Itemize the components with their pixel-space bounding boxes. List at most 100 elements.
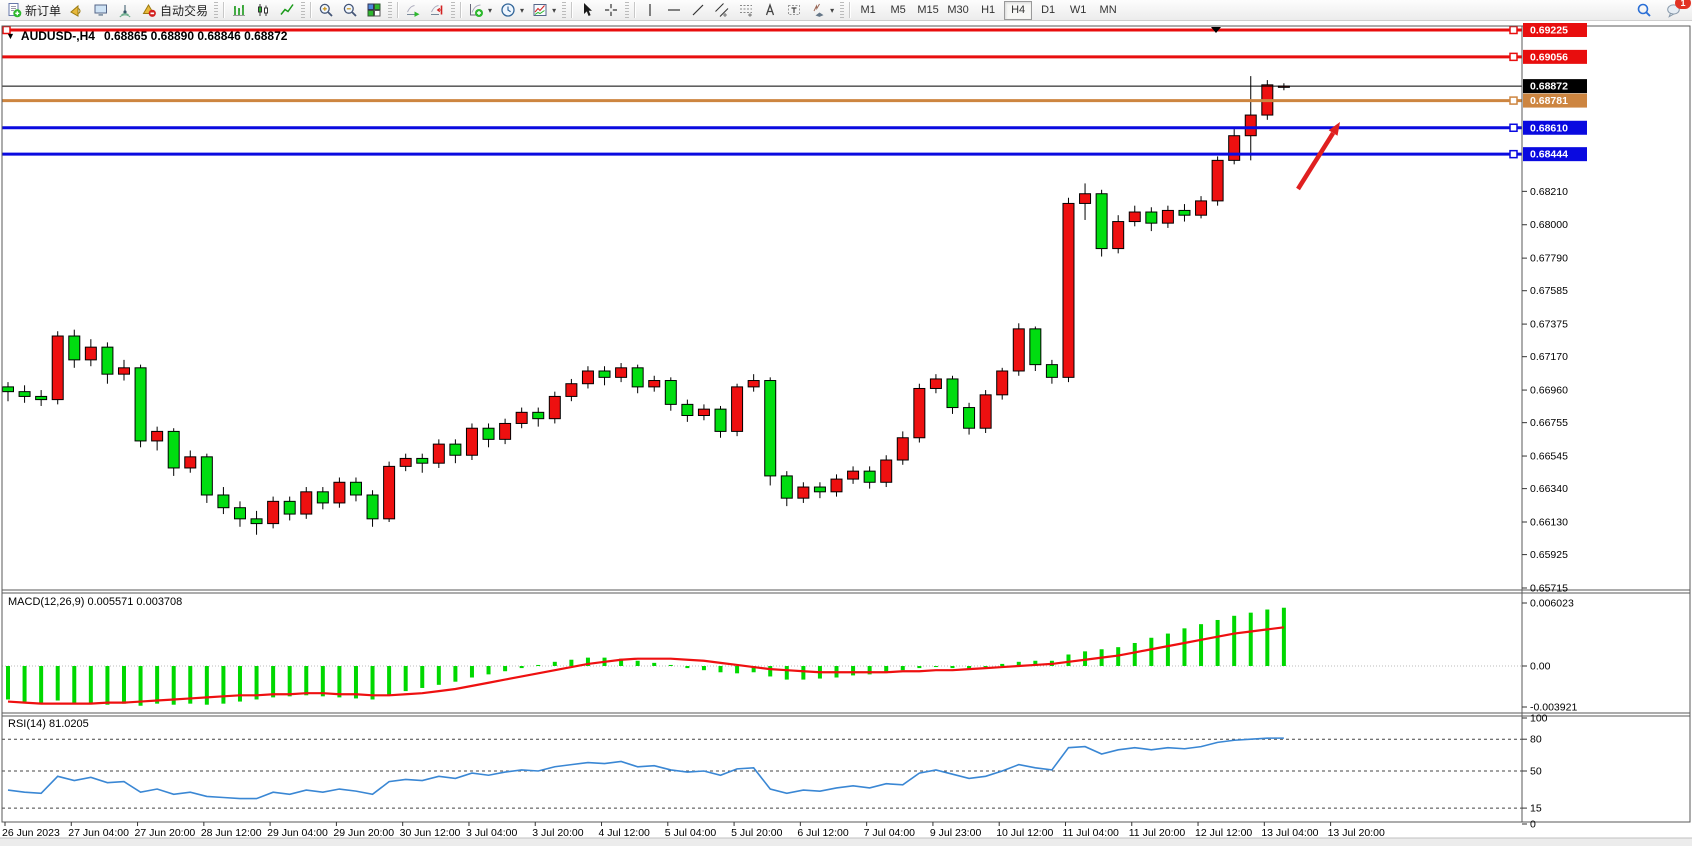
candle-body [1178, 209, 1191, 216]
timeframe-w1-button[interactable]: W1 [1069, 4, 1087, 16]
macd-histogram-bar [768, 666, 773, 677]
chart-shift-marker[interactable] [1211, 27, 1221, 33]
time-axis-label: 11 Jul 20:00 [1129, 827, 1186, 839]
macd-histogram-bar [271, 666, 276, 698]
text-label-button[interactable] [782, 0, 806, 21]
line-handle[interactable] [1509, 25, 1518, 35]
candle-body [863, 470, 876, 483]
macd-histogram-bar [204, 666, 209, 705]
candle-body [615, 367, 628, 378]
line-chart-mode-button[interactable] [275, 0, 299, 21]
dropdown-caret-icon[interactable]: ▾ [520, 5, 525, 15]
horizontal-line-button[interactable] [662, 0, 686, 21]
templates-button[interactable]: ▾ [528, 0, 560, 21]
toolbar-grip [214, 2, 219, 18]
terminal-button[interactable] [89, 0, 113, 21]
macd-histogram-bar [155, 666, 160, 704]
candle-body [1161, 209, 1174, 224]
tile-windows-button[interactable] [362, 0, 386, 21]
auto-scroll-button[interactable] [401, 0, 425, 21]
trendline-button[interactable] [686, 0, 710, 21]
auto-trading-button[interactable]: 自动交易 [137, 0, 212, 21]
macd-histogram-bar [668, 664, 673, 666]
candle-body [631, 367, 644, 388]
annotation-arrow-head[interactable] [1328, 122, 1340, 136]
crosshair-button[interactable] [599, 0, 623, 21]
candle-body [2, 386, 14, 393]
macd-histogram-bar [88, 666, 93, 704]
fibonacci-button[interactable] [734, 0, 758, 21]
notifications-button[interactable]: 1 [1662, 0, 1691, 21]
candle-body [764, 380, 777, 477]
candle-body [217, 494, 230, 509]
rsi-axis-label: 0 [1530, 819, 1536, 831]
macd-histogram-bar [55, 666, 60, 701]
timeframe-d1-button[interactable]: D1 [1041, 4, 1056, 16]
label-t-icon [788, 5, 801, 15]
new-order-button[interactable]: 新订单 [2, 0, 65, 21]
timeframe-h1-button[interactable]: H1 [981, 4, 996, 16]
candle-body [316, 491, 329, 504]
macd-histogram-bar [188, 666, 193, 704]
doc-plus-icon [8, 3, 22, 18]
macd-histogram-bar [701, 666, 706, 671]
time-axis-label: 13 Jul 04:00 [1261, 827, 1318, 839]
candle-body [51, 335, 64, 401]
line-handle[interactable] [2, 25, 11, 35]
candle-body [35, 395, 48, 401]
tile-icon [367, 3, 381, 17]
bar-chart-mode-button[interactable] [227, 0, 251, 21]
timeframe-m30-button[interactable]: M30 [947, 4, 969, 16]
periods-button[interactable]: ▾ [496, 0, 528, 21]
candle-body [1211, 159, 1224, 202]
dropdown-caret-icon[interactable]: ▾ [552, 5, 557, 15]
line-handle[interactable] [1509, 52, 1518, 62]
channel-icon [715, 3, 729, 17]
line-handle[interactable] [1509, 123, 1518, 133]
macd-histogram-bar [1149, 637, 1154, 666]
candle-body [151, 430, 164, 442]
timeframe-m5-button[interactable]: M5 [890, 4, 906, 16]
line-handle[interactable] [1509, 149, 1518, 159]
price-tick-label: 0.68210 [1530, 186, 1568, 198]
equidistant-channel-button[interactable] [710, 0, 734, 21]
candlestick-mode-button[interactable] [251, 0, 275, 21]
candle-body [349, 481, 362, 496]
candle-body [432, 443, 445, 464]
arrows-button[interactable]: ▾ [806, 0, 838, 21]
cursor-button[interactable] [575, 0, 599, 21]
search-button[interactable] [1632, 0, 1656, 21]
macd-axis-label: 0.00 [1530, 661, 1551, 673]
price-tag-label: 0.68444 [1530, 149, 1568, 161]
zoom-in-button[interactable] [314, 0, 338, 21]
candle-body [515, 411, 528, 424]
candle-body [681, 403, 694, 417]
rsi-axis-label: 15 [1530, 803, 1542, 815]
candle-body [731, 386, 744, 432]
chart-shift-button[interactable] [425, 0, 449, 21]
timeframe-h4-button[interactable]: H4 [1004, 0, 1033, 20]
sound-alert-button[interactable] [65, 0, 89, 21]
indicators-button[interactable]: ▾ [464, 0, 496, 21]
macd-histogram-bar [619, 658, 624, 666]
annotation-arrow-shaft[interactable] [1296, 131, 1336, 191]
rsi-axis-label: 50 [1530, 766, 1542, 778]
dropdown-caret-icon[interactable]: ▾ [830, 5, 835, 15]
candle-body [18, 391, 31, 397]
line-handle[interactable] [1509, 96, 1518, 105]
chartshift-icon [431, 5, 443, 15]
toolbar: 新订单 自动交易 ▾ ▾ ▾ ▾ M1 M5 M15 M30 H1 H4 D1 W1 MN 1 [0, 0, 1692, 21]
text-button[interactable] [758, 0, 782, 21]
timeframe-m15-button[interactable]: M15 [917, 4, 939, 16]
dropdown-caret-icon[interactable]: ▾ [488, 5, 493, 15]
timeframe-mn-button[interactable]: MN [1099, 4, 1117, 16]
timeframe-m1-button[interactable]: M1 [860, 4, 876, 16]
zoom-out-button[interactable] [338, 0, 362, 21]
cursor-icon [584, 3, 593, 16]
chart-background [0, 22, 1692, 846]
candle-body [283, 500, 296, 515]
price-tick-label: 0.67585 [1530, 285, 1568, 297]
signals-button[interactable] [113, 0, 137, 21]
candle-body [565, 383, 578, 397]
vertical-line-button[interactable] [638, 0, 662, 21]
